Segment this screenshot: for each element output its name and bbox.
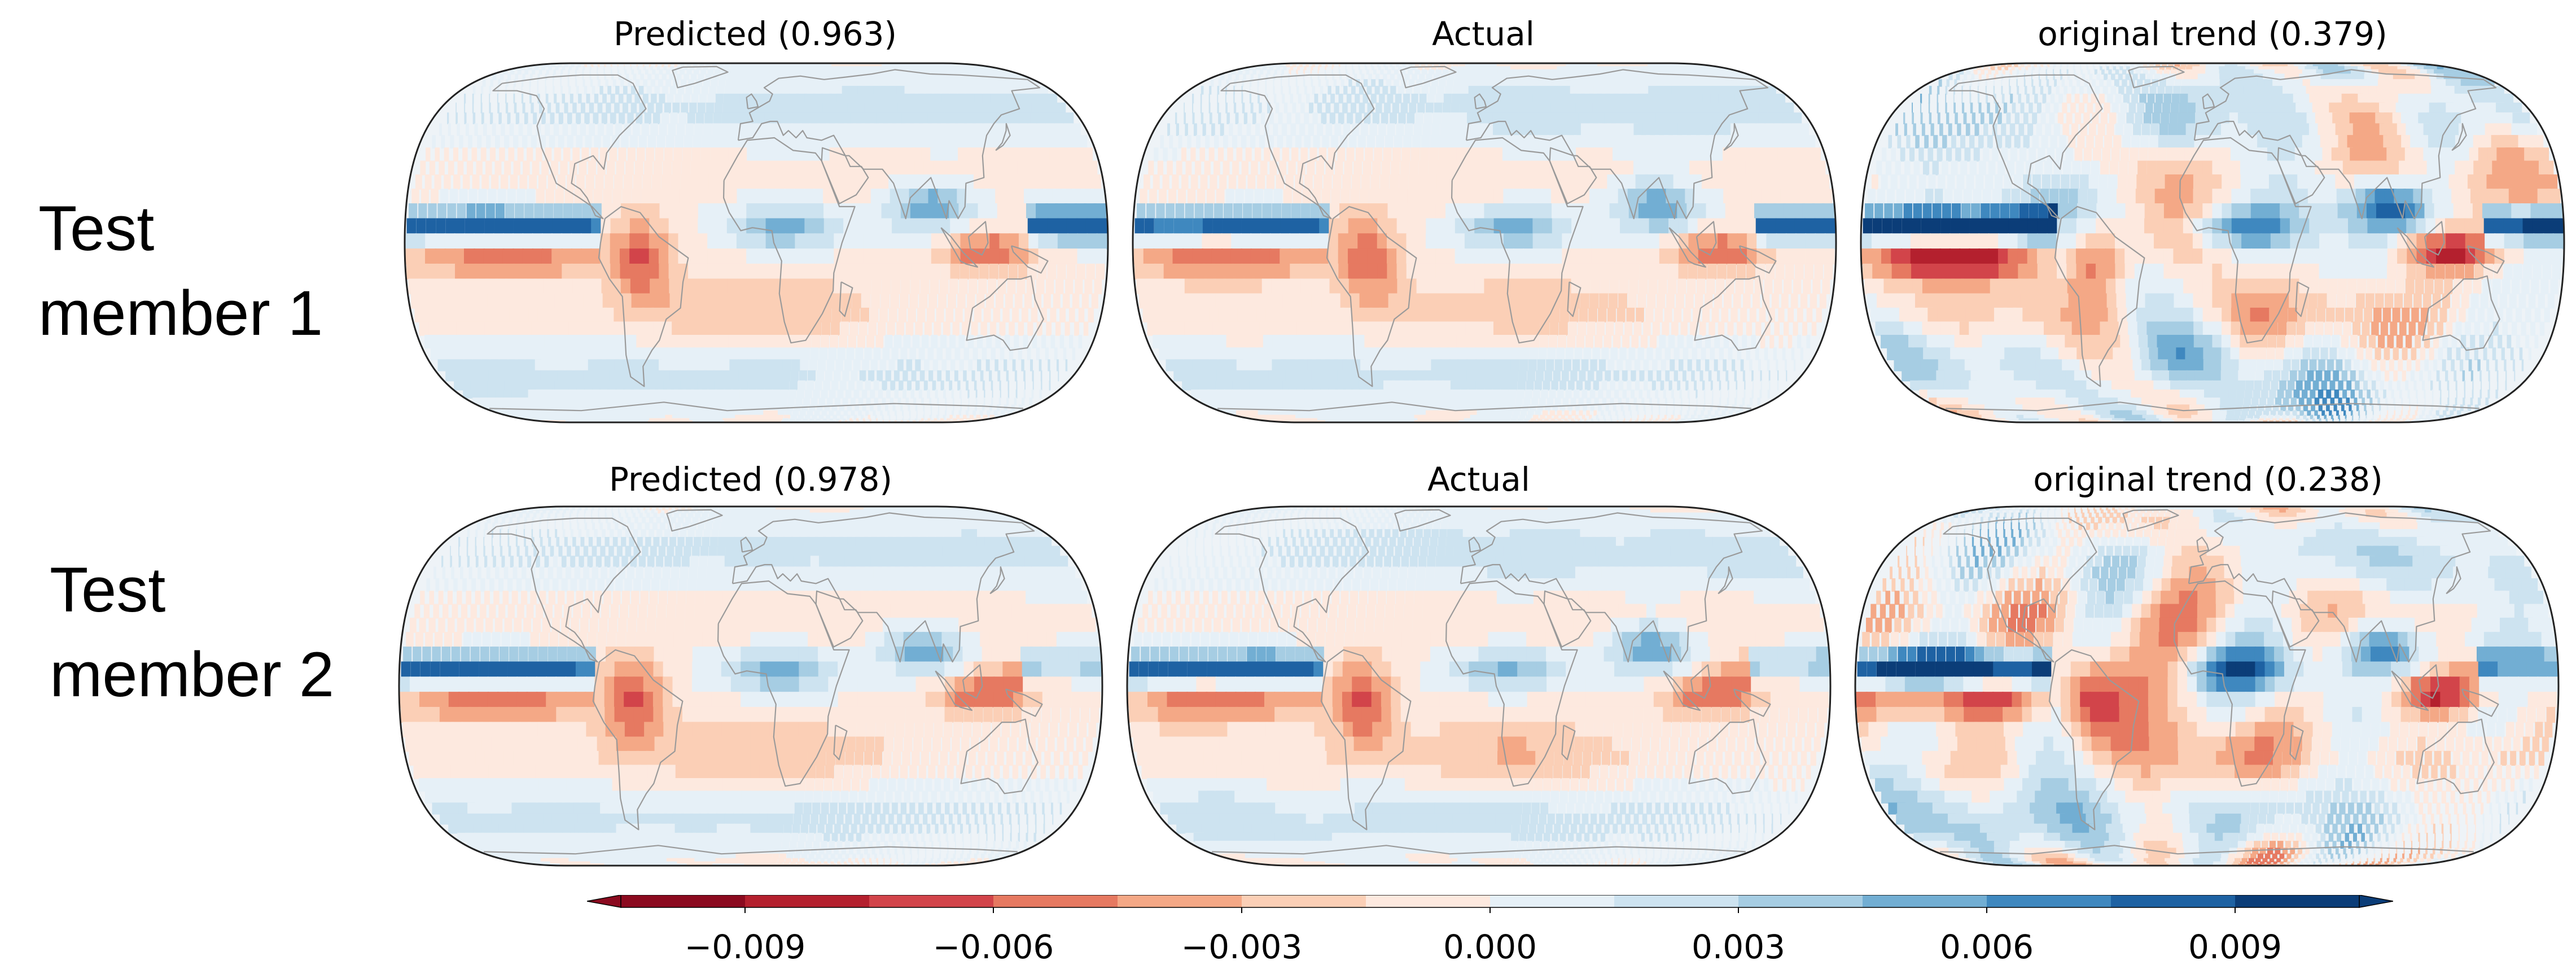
map-field (1855, 506, 2559, 866)
colorbar-segment (869, 895, 994, 907)
panel-title-r2-actual: Actual (1427, 460, 1530, 499)
map-field (405, 63, 1108, 422)
map-outline (1860, 62, 2565, 423)
colorbar-segment (1366, 895, 1491, 907)
colorbar-tick-label: −0.003 (1181, 928, 1303, 965)
map-outline (1132, 62, 1837, 423)
coastlines (1212, 509, 1771, 855)
row-label-test-member-2: Test member 2 (50, 554, 335, 710)
map-field (399, 506, 1102, 866)
map-field (1133, 63, 1836, 422)
colorbar-segment (1118, 895, 1242, 907)
panel-title-r1-actual: Actual (1432, 15, 1535, 53)
colorbar-segment (1987, 895, 2111, 907)
colorbar-ticks: −0.009 −0.006 −0.003 0.000 0.003 0.006 0.009 (685, 907, 2282, 965)
colorbar-segment (1863, 895, 1987, 907)
colorbar-segment (745, 895, 870, 907)
map-r2-original-trend (1854, 505, 2560, 867)
colorbar-segment (2111, 895, 2236, 907)
panel-title-r2-original-trend: original trend (0.238) (2033, 460, 2383, 499)
coastlines (489, 66, 1049, 412)
colorbar-extend-min (587, 895, 621, 908)
panel-title-r1-predicted: Predicted (0.963) (613, 15, 897, 53)
map-r1-predicted (404, 62, 1109, 423)
colorbar-extend-max (2359, 895, 2393, 908)
colorbar-tick-label: 0.006 (1940, 928, 2034, 965)
coastlines (1940, 509, 2499, 855)
row-label-test-member-1: Test member 1 (38, 193, 323, 348)
map-r1-actual (1132, 62, 1837, 423)
colorbar-tick-label: 0.003 (1692, 928, 1785, 965)
colorbar-segment (1242, 895, 1366, 907)
colorbar-segment (1490, 895, 1615, 907)
colorbar-segment (1614, 895, 1739, 907)
colorbar-segments (587, 895, 2393, 908)
coastlines (1217, 66, 1777, 412)
map-outline (398, 505, 1103, 867)
colorbar-segment (2235, 895, 2360, 907)
colorbar-segment (621, 895, 746, 907)
map-field (1861, 63, 2564, 422)
map-r2-actual (1126, 505, 1832, 867)
coastlines (484, 509, 1043, 855)
colorbar-tick-label: −0.006 (933, 928, 1054, 965)
colorbar: −0.009 −0.006 −0.003 0.000 0.003 0.006 0.009 (587, 895, 2393, 965)
colorbar-segment (993, 895, 1118, 907)
colorbar-tick-label: 0.009 (2188, 928, 2282, 965)
panel-title-r2-predicted: Predicted (0.978) (608, 460, 892, 499)
map-r1-original-trend (1860, 62, 2565, 423)
colorbar-tick-label: 0.000 (1443, 928, 1537, 965)
map-field (1127, 506, 1830, 866)
map-outline (404, 62, 1109, 423)
map-r2-predicted (398, 505, 1103, 867)
map-outline (1126, 505, 1832, 867)
colorbar-segment (1738, 895, 1863, 907)
coastlines (1946, 66, 2505, 412)
map-outline (1854, 505, 2560, 867)
panel-title-r1-original-trend: original trend (0.379) (2038, 15, 2387, 53)
colorbar-tick-label: −0.009 (685, 928, 806, 965)
